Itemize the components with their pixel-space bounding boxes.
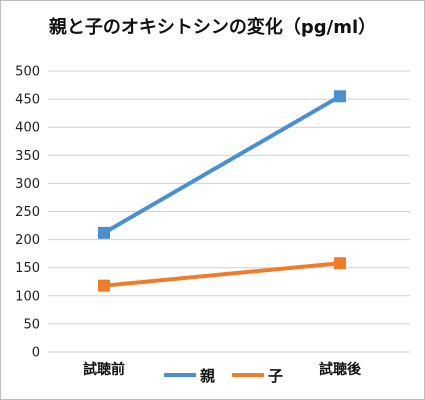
- data-point-marker: [334, 257, 346, 270]
- series-line: [102, 94, 342, 235]
- y-tick-label: 350: [15, 149, 40, 164]
- data-point-marker: [98, 279, 110, 292]
- y-tick-label: 200: [15, 233, 40, 248]
- x-category-label: 試聴前: [83, 361, 125, 378]
- legend-label: 親: [200, 367, 215, 385]
- chart-title: 親と子のオキシトシンの変化（pg/ml）: [48, 17, 377, 38]
- y-tick-label: 250: [15, 205, 40, 220]
- series-line: [103, 261, 341, 288]
- y-tick-label: 100: [15, 289, 40, 304]
- legend-label: 子: [268, 367, 283, 385]
- data-point-marker: [334, 90, 346, 103]
- y-tick-label: 450: [15, 93, 40, 108]
- data-point-marker: [98, 226, 110, 239]
- y-tick-label: 400: [15, 121, 40, 136]
- y-tick-label: 150: [15, 261, 40, 276]
- y-tick-label: 500: [15, 65, 40, 80]
- y-tick-label: 50: [23, 317, 40, 332]
- y-tick-label: 300: [15, 177, 40, 192]
- y-tick-label: 0: [32, 346, 40, 361]
- x-category-label: 試聴後: [319, 361, 362, 378]
